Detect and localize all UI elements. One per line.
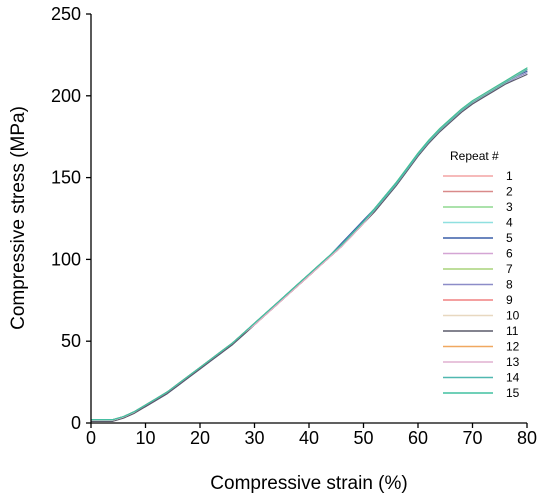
legend-label-1: 1	[506, 169, 513, 183]
x-tick-label: 30	[244, 428, 264, 448]
legend-label-6: 6	[506, 247, 513, 261]
legend-label-3: 3	[506, 200, 513, 214]
series-line-13	[90, 69, 528, 421]
legend-title: Repeat #	[450, 149, 499, 163]
series-line-15	[90, 67, 528, 421]
legend-label-2: 2	[506, 185, 513, 199]
x-tick-label: 70	[462, 428, 482, 448]
series-line-2	[90, 70, 528, 421]
legend-label-12: 12	[506, 340, 520, 354]
legend-label-11: 11	[506, 324, 519, 338]
x-tick-label: 40	[299, 428, 319, 448]
x-tick-label: 20	[190, 428, 210, 448]
x-axis-title: Compressive strain (%)	[210, 473, 407, 494]
y-axis-title: Compressive stress (MPa)	[8, 106, 29, 330]
legend-label-14: 14	[506, 371, 520, 385]
y-tick-label: 250	[51, 4, 81, 24]
x-tick-label: 50	[353, 428, 373, 448]
x-tick-label: 0	[86, 428, 96, 448]
series-line-4	[90, 69, 528, 421]
series-line-5	[90, 70, 528, 421]
legend-label-13: 13	[506, 355, 520, 369]
y-tick-label: 100	[51, 249, 81, 269]
series-line-7	[90, 67, 528, 421]
y-axis-ticks: 0 50 100 150 200 250	[51, 4, 91, 433]
x-tick-label: 60	[408, 428, 428, 448]
legend-label-4: 4	[506, 216, 513, 230]
legend-label-8: 8	[506, 278, 513, 292]
series-line-11	[90, 73, 528, 422]
legend-label-9: 9	[506, 293, 513, 307]
series-line-6	[90, 69, 528, 421]
y-tick-label: 0	[71, 413, 81, 433]
legend-label-10: 10	[506, 309, 520, 323]
y-tick-label: 50	[61, 331, 81, 351]
x-tick-label: 10	[135, 428, 155, 448]
legend-label-15: 15	[506, 386, 520, 400]
legend-label-7: 7	[506, 262, 513, 276]
series-line-12	[90, 69, 528, 421]
series-line-8	[90, 72, 528, 421]
y-tick-label: 150	[51, 168, 81, 188]
x-axis-ticks: 0 10 20 30 40 50 60 70 80	[86, 423, 537, 448]
series-lines	[90, 67, 528, 422]
series-line-3	[90, 67, 528, 421]
x-tick-label: 80	[517, 428, 537, 448]
y-tick-label: 200	[51, 86, 81, 106]
series-line-14	[90, 69, 528, 421]
series-line-10	[90, 69, 528, 421]
series-line-9	[90, 69, 528, 421]
legend-label-5: 5	[506, 231, 513, 245]
series-line-1	[90, 69, 528, 421]
